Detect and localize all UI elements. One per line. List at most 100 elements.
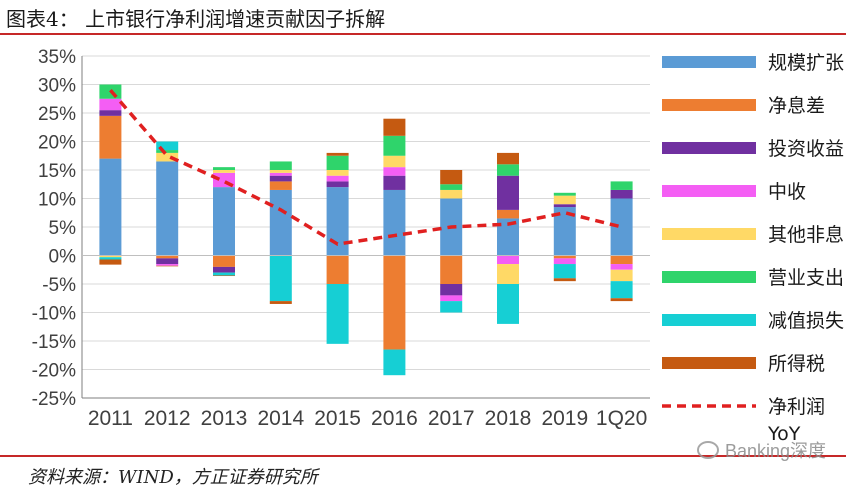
bar-segment: [326, 170, 349, 176]
bar-segment: [156, 265, 179, 267]
legend-label: 中收: [768, 181, 806, 203]
x-tick-label: 2015: [314, 407, 361, 430]
x-tick-label: 2016: [371, 407, 418, 430]
legend-swatch: [662, 142, 756, 154]
x-tick-label: 1Q20: [596, 407, 647, 430]
bar-segment: [383, 255, 406, 350]
legend-label: 减值损失: [768, 310, 844, 332]
bar-segment: [610, 298, 633, 302]
bar-segment: [99, 259, 122, 265]
y-tick-label: 0%: [49, 247, 77, 268]
bar-segment: [326, 181, 349, 188]
x-tick-label: 2014: [257, 407, 304, 430]
bar-segment: [99, 98, 122, 111]
bar-segment: [553, 207, 576, 256]
bar-segment: [497, 175, 519, 210]
x-tick-label: 2013: [201, 407, 248, 430]
bar-segment: [610, 198, 633, 256]
bar-segment: [99, 257, 122, 260]
bar-segment: [156, 150, 179, 153]
bar-segment: [213, 187, 235, 256]
legend-label: 净利润: [768, 396, 825, 418]
bar-segment: [269, 175, 292, 182]
legend-swatch: [662, 314, 756, 326]
x-tick-label: 2018: [485, 407, 532, 430]
bar-segment: [326, 175, 349, 182]
y-tick-label: 20%: [38, 133, 76, 154]
title-divider: [0, 33, 846, 35]
bar-segment: [553, 278, 576, 282]
bar-segment: [383, 118, 406, 136]
bar-segment: [213, 266, 235, 273]
y-tick-label: 5%: [49, 218, 77, 239]
bar-segment: [497, 218, 519, 256]
bar-segment: [213, 272, 235, 276]
y-tick-label: 10%: [38, 190, 76, 211]
legend-swatch: [662, 99, 756, 111]
bar-segment: [497, 164, 519, 176]
source-note: 资料来源：WIND，方正证券研究所: [28, 467, 318, 488]
bar-segment: [610, 181, 633, 190]
bar-segment: [156, 141, 179, 151]
bar-segment: [440, 184, 463, 190]
bar-segment: [156, 255, 179, 259]
y-tick-label: -20%: [32, 361, 76, 382]
bar-segment: [269, 172, 292, 176]
legend-swatch: [662, 228, 756, 240]
bar-segment: [269, 189, 292, 256]
bar-segment: [610, 255, 633, 265]
legend-label: 其他非息: [768, 224, 844, 246]
bar-segment: [213, 167, 235, 170]
y-tick-label: -10%: [32, 304, 76, 325]
legend-label: YoY: [767, 423, 801, 445]
legend-label: 规模扩张: [768, 52, 844, 74]
footer: 资料来源：WIND，方正证券研究所 Banking深度: [0, 441, 846, 495]
bar-segment: [383, 155, 406, 168]
y-tick-label: 35%: [38, 47, 76, 68]
y-tick-label: -25%: [32, 389, 76, 410]
bar-segment: [156, 264, 179, 266]
bars: [99, 84, 633, 376]
legend-label: 营业支出: [768, 267, 844, 289]
bar-segment: [553, 192, 576, 196]
bar-segment: [213, 275, 235, 277]
bar-segment: [497, 255, 519, 265]
bar-segment: [99, 110, 122, 116]
bar-segment: [326, 255, 349, 284]
bar-segment: [440, 295, 463, 302]
chart-title: 图表4： 上市银行净利润增速贡献因子拆解: [6, 7, 386, 31]
footer-divider: [0, 455, 846, 457]
yoy-line-group: [109, 89, 623, 246]
bar-segment: [383, 189, 406, 256]
bar-segment: [440, 284, 463, 296]
chart-area: -25% -20% -15% -10% -5% 0% 5% 10% 15% 20% 25% 30% 35…: [32, 47, 844, 445]
bar-segment: [99, 255, 122, 258]
x-tick-label: 2017: [428, 407, 475, 430]
header: 图表4： 上市银行净利润增速贡献因子拆解: [0, 0, 846, 35]
watermark-text: Banking深度: [724, 441, 826, 461]
x-tick-label: 2019: [541, 407, 588, 430]
bar-segment: [610, 269, 633, 282]
legend-swatch: [662, 185, 756, 197]
bar-segment: [440, 170, 463, 185]
bar-segment: [610, 189, 633, 199]
bar-segment: [497, 152, 519, 165]
bar-segment: [383, 175, 406, 190]
x-tick-label: 2012: [144, 407, 191, 430]
bar-segment: [156, 258, 179, 265]
bar-segment: [213, 255, 235, 267]
bar-segment: [99, 158, 122, 256]
bar-segment: [610, 264, 633, 270]
bar-segment: [383, 135, 406, 156]
y-tick-label: 30%: [38, 76, 76, 97]
bar-segment: [326, 284, 349, 344]
y-tick-label: 15%: [38, 161, 76, 182]
bar-segment: [383, 167, 406, 176]
bar-segment: [326, 152, 349, 156]
yoy-line: [109, 89, 623, 246]
bar-segment: [553, 264, 576, 279]
bar-segment: [553, 258, 576, 265]
bar-segment: [440, 301, 463, 313]
wechat-icon: [696, 441, 719, 459]
